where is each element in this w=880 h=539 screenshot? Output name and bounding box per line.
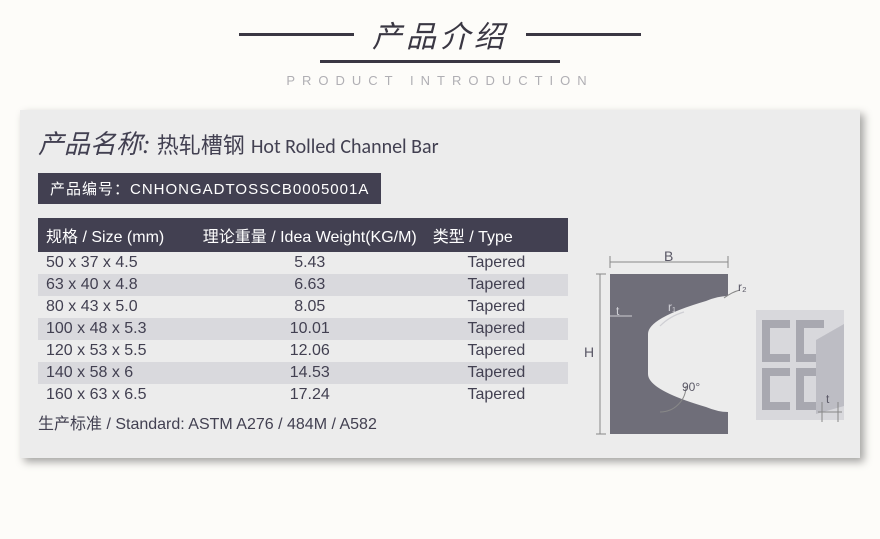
cell-size: 120 x 53 x 5.5 [38, 340, 195, 362]
cell-size: 50 x 37 x 4.5 [38, 252, 195, 274]
table-row: 140 x 58 x 614.53Tapered [38, 362, 568, 384]
standard-value: ASTM A276 / 484M / A582 [188, 416, 377, 433]
title-cn: 产品介绍 [372, 12, 508, 56]
cell-weight: 8.05 [195, 296, 425, 318]
cell-size: 140 x 58 x 6 [38, 362, 195, 384]
page-header: 产品介绍 PRODUCT INTRODUCTION [0, 0, 880, 88]
table-row: 50 x 37 x 4.55.43Tapered [38, 252, 568, 274]
dim-b: B [664, 248, 673, 264]
product-name-en: Hot Rolled Channel Bar [251, 135, 439, 159]
table-row: 120 x 53 x 5.512.06Tapered [38, 340, 568, 362]
col-size: 规格 / Size (mm) [38, 218, 195, 252]
cell-type: Tapered [425, 384, 568, 406]
dim-r1: r₁ [668, 300, 676, 314]
cell-type: Tapered [425, 252, 568, 274]
dim-angle: 90° [682, 380, 700, 394]
dim-h: H [584, 344, 594, 360]
standard-row: 生产标准 / Standard: ASTM A276 / 484M / A582 [38, 410, 568, 434]
product-code-label: 产品编号： [50, 181, 130, 198]
dim-t: t [616, 304, 619, 318]
cell-size: 100 x 48 x 5.3 [38, 318, 195, 340]
cell-type: Tapered [425, 296, 568, 318]
cell-weight: 17.24 [195, 384, 425, 406]
cell-type: Tapered [425, 318, 568, 340]
cell-size: 80 x 43 x 5.0 [38, 296, 195, 318]
cell-weight: 14.53 [195, 362, 425, 384]
standard-label: 生产标准 / Standard: [38, 416, 185, 433]
channel-diagram: B H r₁ r₂ t 90° t [588, 246, 848, 446]
product-name-row: 产品名称: 热轧槽钢 Hot Rolled Channel Bar [38, 124, 842, 161]
cell-weight: 6.63 [195, 274, 425, 296]
dim-r2: r₂ [738, 280, 747, 294]
product-panel: 产品名称: 热轧槽钢 Hot Rolled Channel Bar 产品编号：C… [20, 110, 860, 458]
cell-type: Tapered [425, 274, 568, 296]
cell-type: Tapered [425, 340, 568, 362]
title-en: PRODUCT INTRODUCTION [0, 73, 880, 88]
product-code-box: 产品编号：CNHONGADTOSSCB0005001A [38, 173, 381, 204]
cell-weight: 5.43 [195, 252, 425, 274]
product-name-label: 产品名称: [38, 130, 151, 159]
rule-left [239, 33, 354, 36]
rule-right [526, 33, 641, 36]
cell-weight: 10.01 [195, 318, 425, 340]
title-underline [320, 60, 560, 63]
col-type: 类型 / Type [425, 218, 568, 252]
table-row: 100 x 48 x 5.310.01Tapered [38, 318, 568, 340]
table-row: 63 x 40 x 4.86.63Tapered [38, 274, 568, 296]
cell-type: Tapered [425, 362, 568, 384]
cell-size: 63 x 40 x 4.8 [38, 274, 195, 296]
table-row: 80 x 43 x 5.08.05Tapered [38, 296, 568, 318]
dim-t2: t [826, 392, 829, 406]
cell-weight: 12.06 [195, 340, 425, 362]
product-name-cn: 热轧槽钢 [157, 133, 245, 158]
spec-table-wrap: 规格 / Size (mm) 理论重量 / Idea Weight(KG/M) … [38, 218, 568, 434]
product-code: CNHONGADTOSSCB0005001A [130, 181, 369, 198]
cell-size: 160 x 63 x 6.5 [38, 384, 195, 406]
table-row: 160 x 63 x 6.517.24Tapered [38, 384, 568, 406]
spec-table: 规格 / Size (mm) 理论重量 / Idea Weight(KG/M) … [38, 218, 568, 406]
col-weight: 理论重量 / Idea Weight(KG/M) [195, 218, 425, 252]
